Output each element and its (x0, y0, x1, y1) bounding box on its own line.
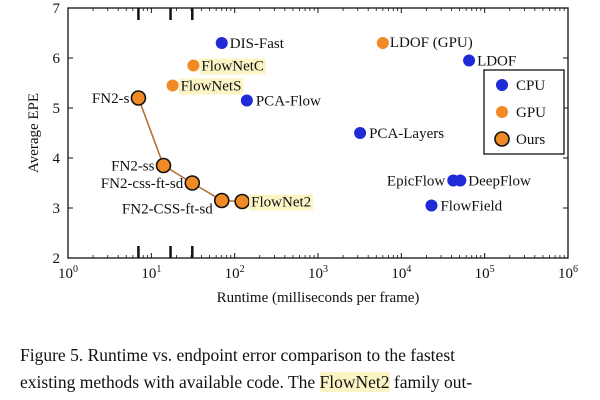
y-tick-label: 2 (53, 251, 61, 267)
x-tick-label: 102 (225, 264, 245, 282)
point-label-deepflow: DeepFlow (468, 174, 531, 190)
point-label-pca-layers: PCA-Layers (369, 126, 444, 142)
caption-flownet2-highlight: FlowNet2 (319, 372, 390, 392)
points-layer (130, 37, 476, 212)
ours-point-fn2-css-ft-sd (213, 192, 230, 209)
point-flownetc (187, 59, 200, 72)
x-tick-label: 101 (141, 264, 161, 282)
y-tick-label: 6 (53, 51, 61, 67)
point-label-fn2-css-ft-sd: FN2-css-ft-sd (101, 176, 184, 192)
ours-point-fn2-css-ft-sd (184, 175, 201, 191)
ours-point-fn2-s (130, 90, 147, 106)
caption-line-2-end: family out- (389, 372, 473, 392)
caption-line-2: existing methods with available code. Th… (20, 369, 582, 396)
legend-label-gpu: GPU (516, 105, 546, 121)
point-deepflow (454, 174, 467, 187)
point-label-ldof-gpu: LDOF (GPU) (390, 35, 473, 51)
caption-line-2-start: existing methods with available code. Th… (20, 372, 320, 392)
figure-caption: Figure 5. Runtime vs. endpoint error com… (20, 342, 582, 396)
x-axis-label: Runtime (milliseconds per frame) (217, 290, 420, 306)
point-labels-layer: DIS-Fast FlowNetC FlowNetS PCA-Flow LDOF (GP… (92, 35, 531, 218)
label-highlight-flownetc (199, 58, 266, 75)
legend: CPU GPU Ours (483, 69, 565, 155)
axis-layer: 100 101 102 103 104 105 106 2 3 4 5 6 7 (53, 1, 579, 282)
point-label-fn2-css-ft-sd: FN2-CSS-ft-sd (122, 202, 213, 218)
x-tick-label: 100 (58, 264, 78, 282)
point-label-fn2-ss: FN2-ss (111, 159, 155, 175)
label-highlight-flownets (178, 78, 244, 95)
point-pca-layers (354, 127, 367, 139)
legend-label-ours: Ours (516, 132, 545, 148)
point-ldof-gpu (376, 37, 389, 49)
point-flownets (166, 79, 179, 92)
x-tick-label: 105 (475, 264, 495, 282)
legend-marker-cpu (496, 79, 508, 91)
y-tick-label: 3 (53, 201, 61, 217)
point-label-flownets: FlowNetS (181, 79, 242, 95)
ours-point-flownet2 (234, 193, 250, 210)
point-pca-flow (240, 94, 253, 107)
y-tick-label: 7 (53, 1, 61, 17)
ours-point-fn2-ss (155, 157, 172, 174)
x-tick-label: 106 (558, 264, 578, 282)
y-tick-label: 4 (53, 151, 61, 167)
point-label-epicflow: EpicFlow (387, 174, 445, 190)
y-tick-label: 5 (53, 101, 61, 117)
y-axis-label: Average EPE (26, 93, 42, 173)
x-tick-label: 103 (308, 264, 328, 282)
legend-marker-gpu (496, 106, 508, 118)
point-ldof (463, 54, 476, 67)
point-label-fn2-s: FN2-s (92, 91, 130, 107)
point-label-flowfield: FlowField (440, 199, 502, 215)
point-label-flownet2: FlowNet2 (251, 195, 311, 211)
point-dis-fast (215, 37, 228, 49)
point-label-dis-fast: DIS-Fast (230, 36, 285, 52)
x-tick-label: 104 (391, 264, 411, 282)
point-flowfield (425, 199, 438, 212)
runtime-vs-epe-chart: DIS-Fast FlowNetC FlowNetS PCA-Flow LDOF (GP… (26, 1, 579, 306)
point-label-ldof: LDOF (477, 54, 516, 70)
legend-marker-ours (494, 131, 510, 147)
legend-label-cpu: CPU (516, 78, 545, 94)
point-label-flownetc: FlowNetC (201, 59, 264, 75)
point-label-pca-flow: PCA-Flow (256, 94, 321, 110)
label-highlight-flownet2 (249, 194, 314, 211)
caption-line-1: Figure 5. Runtime vs. endpoint error com… (20, 345, 455, 365)
